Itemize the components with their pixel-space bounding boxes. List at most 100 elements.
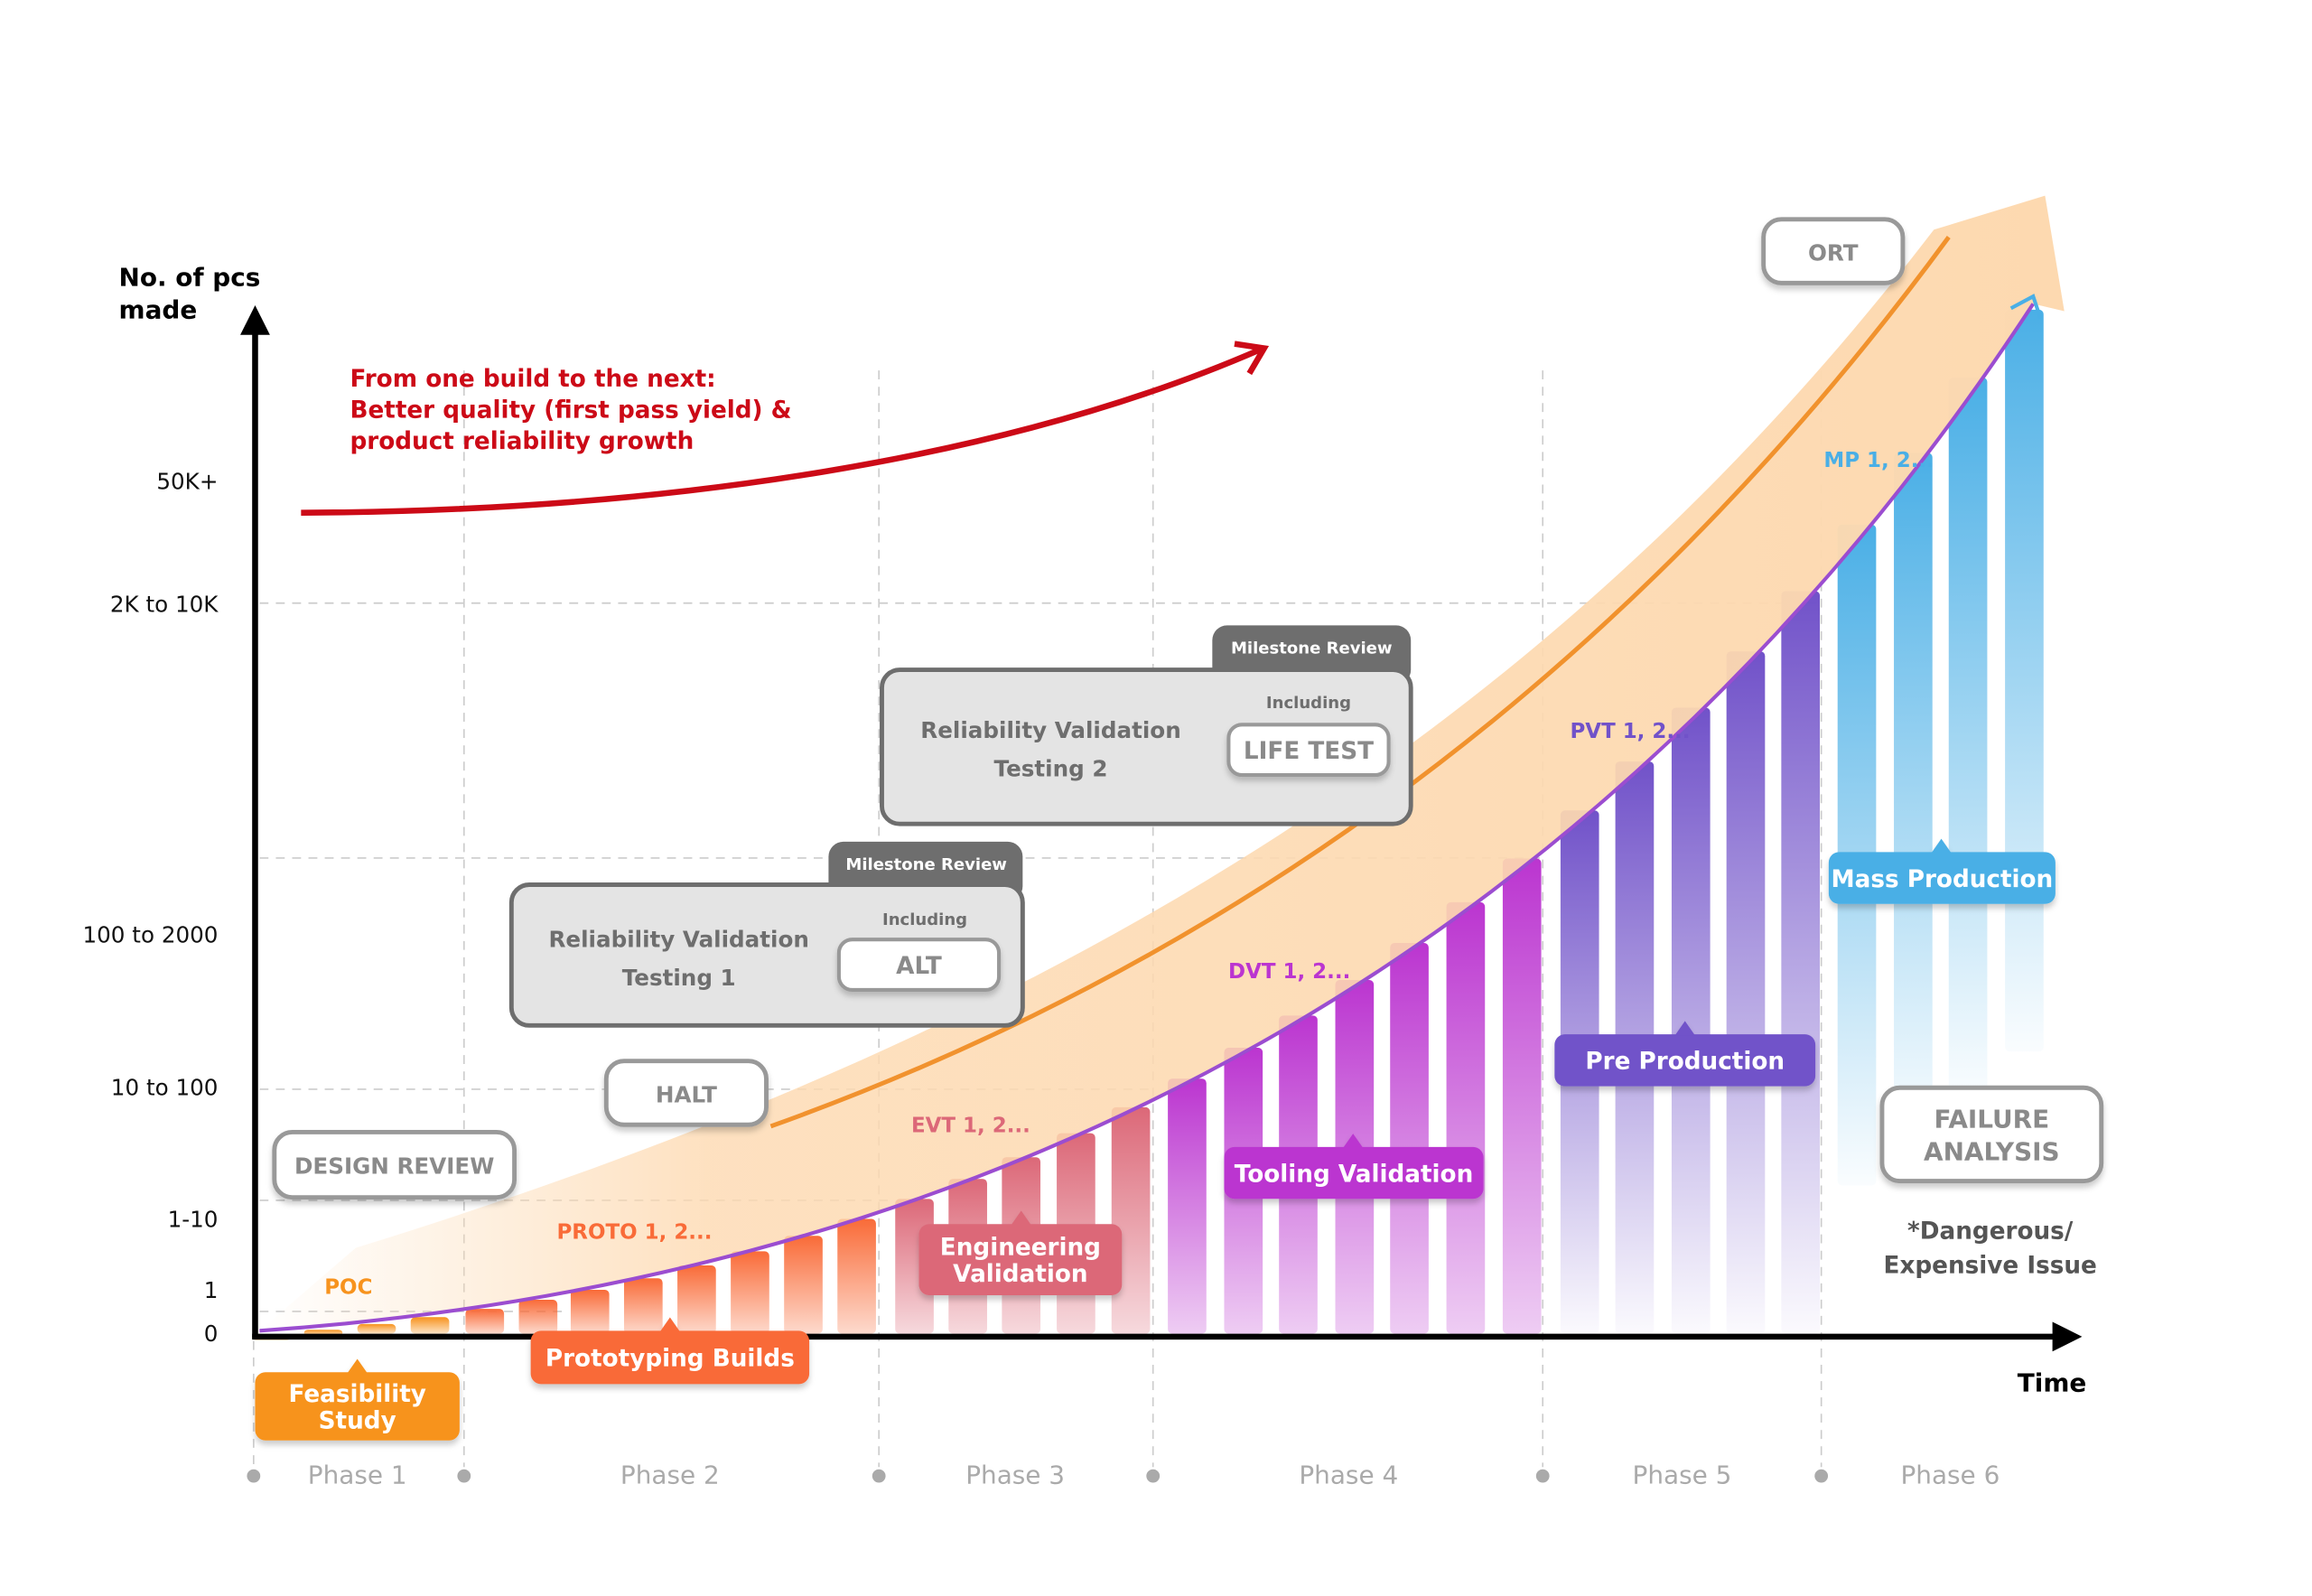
- stage-label-line: Tooling Validation: [1235, 1161, 1473, 1188]
- design-review-box: DESIGN REVIEW: [272, 1130, 517, 1200]
- milestone-review-label: Milestone Review: [1231, 639, 1393, 658]
- design-review-label: DESIGN REVIEW: [294, 1153, 494, 1179]
- pointer-icon: [1674, 1021, 1696, 1036]
- halt-box: HALT: [603, 1059, 769, 1127]
- growth-band-lower-edge: [259, 303, 2035, 1333]
- phase-label: Phase 1: [308, 1460, 407, 1489]
- failure-note-line: Expensive Issue: [1884, 1252, 2097, 1279]
- mp-arrow-icon: [2009, 294, 2043, 320]
- rvt2-including-label: Including: [1266, 694, 1351, 713]
- reliability-validation-testing-2: Milestone Review Reliability Validation …: [880, 625, 1413, 826]
- rvt1-title-line: Testing 1: [622, 965, 736, 991]
- build-label: POC: [324, 1275, 372, 1299]
- build-bar: [410, 1317, 450, 1334]
- y-ticks: 50K+ 2K to 10K 100 to 2000 10 to 100 1-1…: [83, 468, 219, 1346]
- phase-marker-icon: [872, 1469, 886, 1483]
- stage-label-line: Study: [319, 1408, 396, 1435]
- phase-label: Phase 3: [965, 1460, 1065, 1489]
- pointer-icon: [659, 1317, 681, 1332]
- y-tick: 1: [204, 1277, 219, 1303]
- failure-analysis-line: FAILURE: [1934, 1105, 2049, 1134]
- y-tick: 100 to 2000: [83, 921, 219, 947]
- rvt2-title-line: Reliability Validation: [920, 717, 1180, 743]
- build-bar: [784, 1236, 823, 1334]
- annotation-line: Better quality (first pass yield) &: [350, 397, 791, 425]
- stage-label-line: Mass Production: [1831, 866, 2053, 893]
- failure-analysis-line: ANALYSIS: [1924, 1137, 2060, 1167]
- build-bars: [252, 309, 2044, 1340]
- pointer-icon: [1342, 1134, 1364, 1149]
- pointer-icon: [1011, 1210, 1032, 1226]
- annotation-line: From one build to the next:: [350, 366, 715, 393]
- stage-label-6: Mass Production: [1828, 838, 2056, 904]
- build-bar: [1502, 858, 1542, 1334]
- build-bar: [677, 1265, 716, 1334]
- pointer-icon: [1931, 838, 1953, 854]
- x-axis-title: Time: [2018, 1368, 2087, 1398]
- stage-label-line: Pre Production: [1585, 1049, 1785, 1076]
- annotation-line: product reliability growth: [350, 428, 694, 455]
- build-bar: [465, 1309, 505, 1334]
- y-axis-title-line2: made: [119, 295, 198, 325]
- halt-label: HALT: [656, 1082, 717, 1108]
- y-axis-title-line1: No. of pcs: [119, 263, 261, 293]
- phase-marker-icon: [1814, 1469, 1829, 1483]
- phase-marker-icon: [1146, 1469, 1161, 1483]
- stage-label-4: Tooling Validation: [1224, 1134, 1484, 1199]
- build-bar: [1446, 901, 1486, 1334]
- stage-label-line: Engineering: [940, 1235, 1101, 1262]
- build-bar: [1948, 377, 1988, 1097]
- build-bar: [2005, 309, 2044, 1052]
- build-bar: [1894, 453, 1933, 1141]
- build-bar: [570, 1289, 610, 1334]
- phase-marker-icon: [1535, 1469, 1550, 1483]
- build-bar: [1781, 591, 1821, 1334]
- phase-label: Phase 5: [1633, 1460, 1732, 1489]
- stage-label-5: Pre Production: [1554, 1021, 1816, 1087]
- y-axis-arrow-icon: [240, 304, 270, 335]
- build-bar: [624, 1278, 663, 1334]
- build-bar: [731, 1251, 769, 1334]
- failure-analysis-box: FAILURE ANALYSIS: [1879, 1085, 2104, 1184]
- build-label: PROTO 1, 2...: [556, 1221, 712, 1245]
- build-label: EVT 1, 2...: [911, 1114, 1030, 1137]
- build-label: PVT 1, 2...: [1570, 720, 1690, 743]
- failure-note-line: *Dangerous/: [1907, 1218, 2074, 1246]
- rvt1-including-label: Including: [882, 910, 967, 929]
- y-tick: 1-10: [168, 1206, 219, 1232]
- pointer-icon: [347, 1358, 368, 1374]
- stage-label-line: Feasibility: [288, 1381, 425, 1408]
- x-axis-arrow-icon: [2052, 1321, 2083, 1352]
- build-bar: [1168, 1078, 1207, 1334]
- stage-label-line: Validation: [953, 1261, 1087, 1288]
- stage-label-2: Prototyping Builds: [530, 1317, 810, 1385]
- phase-label: Phase 4: [1299, 1460, 1398, 1489]
- growth-arrow: [301, 347, 1262, 516]
- rvt1-title-line: Reliability Validation: [548, 926, 808, 952]
- growth-arrow-head-icon: [1234, 341, 1270, 376]
- life-test-label: LIFE TEST: [1244, 738, 1374, 765]
- y-tick: 10 to 100: [111, 1074, 219, 1100]
- build-bar: [1111, 1106, 1151, 1334]
- build-bar: [1671, 707, 1711, 1334]
- ort-box: ORT: [1761, 217, 1906, 285]
- build-bar: [1726, 651, 1766, 1334]
- build-bar: [357, 1323, 396, 1334]
- phase-marker-icon: [457, 1469, 471, 1483]
- rvt2-title-line: Testing 2: [994, 756, 1108, 782]
- quality-growth-annotation: From one build to the next: Better quali…: [301, 341, 1270, 516]
- build-label: DVT 1, 2...: [1228, 960, 1350, 984]
- growth-band: [259, 195, 2065, 1331]
- phase-label: Phase 6: [1900, 1460, 2000, 1489]
- milestone-review-label: Milestone Review: [845, 855, 1007, 874]
- phase-marker-icon: [247, 1469, 261, 1483]
- alt-label: ALT: [896, 953, 942, 980]
- build-bar: [518, 1300, 558, 1334]
- build-bar: [837, 1218, 876, 1334]
- y-tick: 2K to 10K: [110, 592, 219, 618]
- stage-label-line: Prototyping Builds: [545, 1346, 795, 1373]
